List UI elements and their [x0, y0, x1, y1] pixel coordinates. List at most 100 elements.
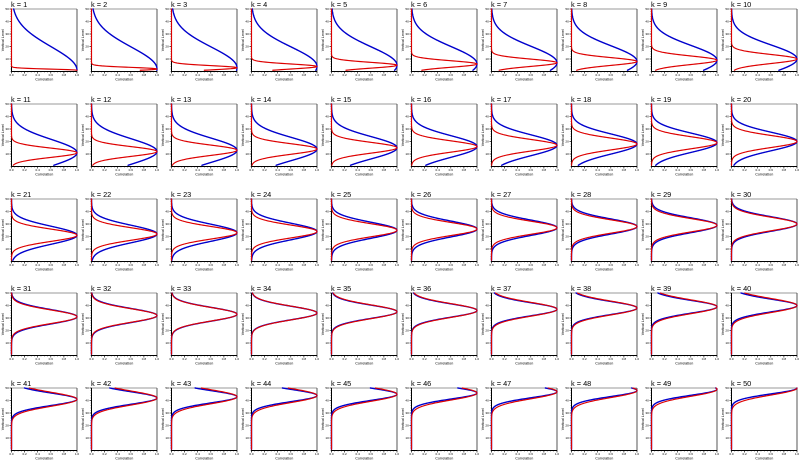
y-axis-label: Vertical Level	[1, 29, 5, 51]
y-tick-label: 10	[5, 436, 9, 440]
blue-correlation-curve	[730, 387, 798, 451]
subplot-k-46: 0.0 0.2 0.4 0.6 0.8 1.0 10 20 30 40 50 Correlation V…	[401, 379, 479, 460]
y-tick-label: 40	[565, 20, 569, 24]
y-tick-label: 40	[85, 20, 89, 24]
y-tick-label: 20	[165, 45, 169, 49]
x-axis-label: Correlation	[275, 457, 293, 461]
x-tick-label: 0.0	[249, 73, 254, 77]
x-tick-label: 0.0	[649, 263, 654, 267]
x-tick-label: 0.0	[329, 357, 334, 361]
x-tick-label: 0.4	[676, 73, 681, 77]
y-axis-label: Vertical Level	[401, 313, 405, 335]
blue-correlation-curve	[411, 8, 478, 71]
y-axis-label: Vertical Level	[321, 408, 325, 430]
y-tick-label: 30	[5, 32, 9, 36]
x-tick-label: 0.6	[689, 452, 694, 456]
x-tick-label: 1.0	[395, 168, 400, 172]
x-tick-label: 0.8	[382, 73, 387, 77]
y-axis-label: Vertical Level	[401, 219, 405, 241]
red-correlation-curve	[170, 198, 238, 261]
y-axis-label: Vertical Level	[641, 29, 645, 51]
y-axis-label: Vertical Level	[81, 219, 85, 241]
x-axis-label: Correlation	[355, 457, 373, 461]
y-tick-label: 30	[405, 316, 409, 320]
blue-correlation-curve	[170, 387, 238, 451]
red-correlation-curve	[90, 292, 158, 356]
subplot-title: k = 50	[731, 379, 751, 388]
y-tick-label: 30	[85, 32, 89, 36]
x-tick-label: 0.8	[542, 357, 547, 361]
y-tick-label: 40	[725, 20, 729, 24]
x-tick-label: 0.0	[409, 168, 414, 172]
x-axis-label: Correlation	[755, 457, 773, 461]
x-tick-label: 1.0	[555, 357, 560, 361]
y-tick-label: 40	[245, 399, 249, 403]
y-tick-label: 40	[325, 304, 329, 308]
blue-correlation-curve	[571, 8, 638, 71]
x-tick-label: 0.8	[142, 168, 147, 172]
x-tick-label: 0.4	[596, 357, 601, 361]
red-correlation-curve	[490, 103, 558, 166]
x-tick-label: 0.4	[36, 357, 41, 361]
y-tick-label: 50	[165, 102, 169, 106]
x-tick-label: 1.0	[635, 263, 640, 267]
x-tick-label: 1.0	[315, 357, 320, 361]
y-tick-label: 50	[645, 291, 649, 295]
y-tick-label: 40	[245, 304, 249, 308]
red-correlation-curve	[330, 8, 398, 71]
x-tick-label: 0.8	[782, 452, 787, 456]
y-axis-label: Vertical Level	[81, 29, 85, 51]
y-tick-label: 10	[85, 247, 89, 251]
y-tick-label: 30	[645, 222, 649, 226]
red-correlation-curve	[10, 103, 78, 166]
x-axis-label: Correlation	[35, 457, 53, 461]
x-tick-label: 0.6	[369, 357, 374, 361]
y-tick-label: 40	[405, 114, 409, 118]
y-tick-label: 40	[5, 209, 9, 213]
x-tick-label: 0.6	[369, 73, 374, 77]
x-tick-label: 0.8	[62, 452, 67, 456]
red-correlation-curve	[730, 387, 798, 451]
y-tick-label: 30	[485, 222, 489, 226]
x-tick-label: 0.8	[62, 168, 67, 172]
subplot-title: k = 12	[91, 95, 111, 104]
subplot-k-33: 0.0 0.2 0.4 0.6 0.8 1.0 10 20 30 40 50 Correlation V…	[161, 284, 239, 365]
x-axis-label: Correlation	[115, 362, 133, 366]
x-tick-label: 0.2	[502, 357, 507, 361]
y-tick-label: 20	[85, 234, 89, 238]
subplot-k-17: 0.0 0.2 0.4 0.6 0.8 1.0 10 20 30 40 50 Correlation V…	[481, 95, 559, 176]
y-tick-label: 10	[565, 247, 569, 251]
y-axis-label: Vertical Level	[641, 313, 645, 335]
x-tick-label: 0.2	[262, 452, 267, 456]
x-tick-label: 1.0	[795, 73, 800, 77]
y-axis-label: Vertical Level	[641, 408, 645, 430]
x-tick-label: 0.8	[302, 452, 307, 456]
y-tick-label: 20	[725, 329, 729, 333]
y-tick-label: 20	[565, 424, 569, 428]
y-tick-label: 10	[725, 57, 729, 61]
y-tick-label: 10	[5, 152, 9, 156]
subplot-k-38: 0.0 0.2 0.4 0.6 0.8 1.0 10 20 30 40 50 Correlation V…	[561, 284, 639, 365]
x-tick-label: 0.4	[596, 452, 601, 456]
y-tick-label: 30	[245, 222, 249, 226]
y-tick-label: 40	[5, 304, 9, 308]
x-tick-label: 0.6	[449, 452, 454, 456]
x-tick-label: 0.4	[596, 263, 601, 267]
x-axis-label: Correlation	[755, 172, 773, 176]
x-tick-label: 0.4	[116, 452, 121, 456]
y-tick-label: 20	[405, 424, 409, 428]
x-tick-label: 0.2	[262, 73, 267, 77]
y-tick-label: 50	[85, 197, 89, 201]
y-tick-label: 40	[165, 209, 169, 213]
x-tick-label: 1.0	[75, 357, 80, 361]
subplot-k-2: 0.0 0.2 0.4 0.6 0.8 1.0 10 20 30 40 50 Correlation V…	[81, 0, 159, 81]
y-tick-label: 50	[5, 7, 9, 11]
y-axis-label: Vertical Level	[481, 124, 485, 146]
x-tick-label: 0.0	[9, 168, 14, 172]
y-tick-label: 50	[165, 197, 169, 201]
subplot-title: k = 48	[571, 379, 591, 388]
y-axis-label: Vertical Level	[561, 408, 565, 430]
y-axis-label: Vertical Level	[561, 219, 565, 241]
x-tick-label: 1.0	[395, 357, 400, 361]
y-tick-label: 10	[485, 247, 489, 251]
